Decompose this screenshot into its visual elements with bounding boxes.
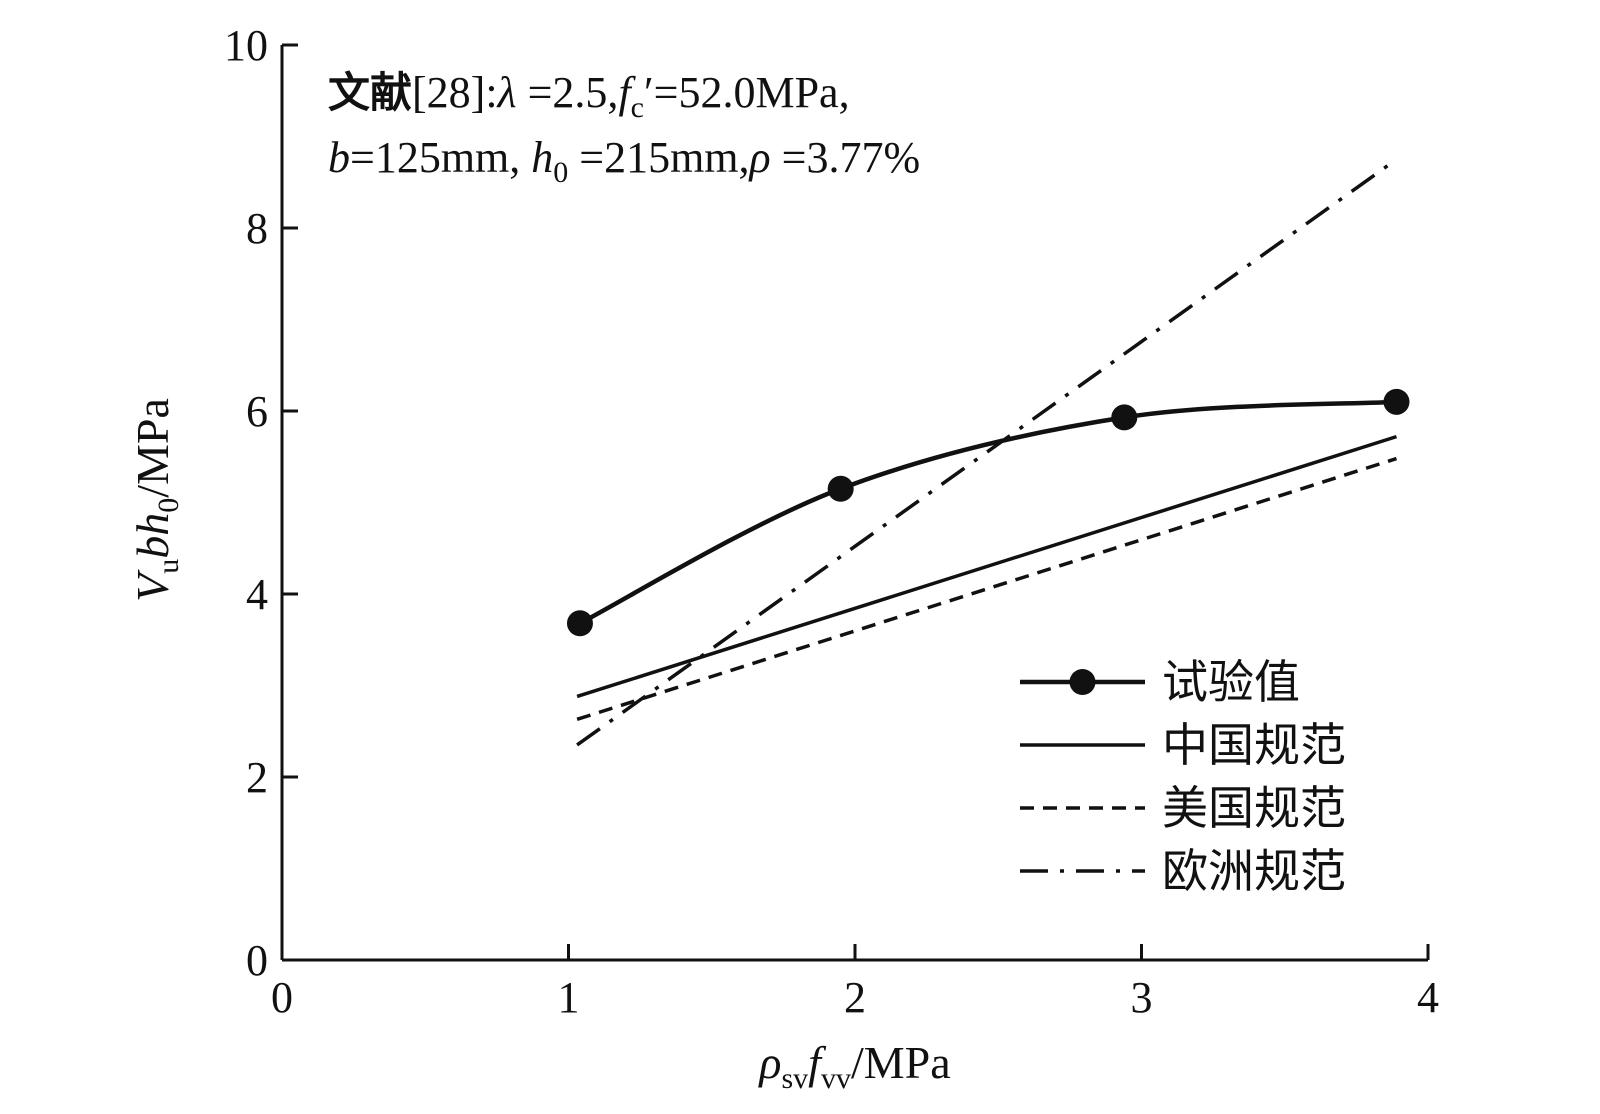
x-axis-title-sub2: vv [821, 1062, 851, 1095]
legend-label-0: 试验值 [1162, 655, 1300, 709]
y-ticks: 0 2 4 6 8 10 [224, 21, 298, 985]
annotation-b-value: =125mm, [350, 133, 531, 182]
annotation-h-value: =215mm, [568, 133, 749, 182]
annotation-ref: [28]: [412, 68, 498, 117]
legend-label-1: 中国规范 [1162, 718, 1346, 772]
legend-marker-0 [1069, 669, 1096, 695]
x-axis-title-main: ρ [757, 1037, 781, 1088]
annotation-f-subscript: c [631, 91, 644, 124]
annotation-line-1: 文献[28]:λ =2.5,fc′=52.0MPa, [328, 68, 850, 124]
y-axis-title: Vubh0/MPa [127, 398, 185, 602]
legend-label-2: 美国规范 [1162, 781, 1346, 835]
x-tick-label: 3 [1131, 973, 1153, 1022]
series-0-point [1111, 404, 1138, 431]
x-tick-label: 1 [558, 973, 580, 1022]
legend-label-3: 欧洲规范 [1162, 844, 1346, 898]
y-tick-label: 10 [224, 21, 268, 70]
x-ticks: 0 1 2 3 4 [271, 944, 1439, 1022]
x-tick-label: 0 [271, 973, 293, 1022]
x-tick-label: 2 [844, 973, 866, 1022]
y-axis-title-unit: /MPa [127, 398, 178, 498]
y-axis-title-sub2: 0 [152, 498, 185, 513]
annotation-f-value: ′=52.0MPa, [644, 68, 850, 117]
series-0-point [566, 610, 593, 637]
y-tick-label: 8 [246, 204, 268, 253]
annotation-h-subscript: 0 [553, 156, 568, 189]
annotation-rho-symbol: ρ [748, 133, 771, 182]
series-layer [566, 157, 1410, 747]
annotation-line-2: b=125mm, h0 =215mm,ρ =3.77% [328, 133, 920, 189]
annotation-b-symbol: b [328, 133, 350, 182]
series-line-2 [576, 456, 1398, 722]
x-axis-title-unit: /MPa [851, 1037, 951, 1088]
series-0-point [827, 475, 854, 502]
annotation-lambda-symbol: λ [496, 68, 517, 117]
x-axis-title: ρsvfvv/MPa [757, 1037, 950, 1095]
x-axis-title-sub1: sv [781, 1062, 808, 1095]
y-tick-label: 2 [246, 753, 268, 802]
x-tick-label: 4 [1417, 973, 1439, 1022]
y-tick-label: 6 [246, 387, 268, 436]
y-axis-title-main: V [127, 569, 178, 602]
annotation-lambda-value: =2.5, [517, 68, 619, 117]
y-axis-title-mid: bh [127, 513, 178, 559]
y-axis-title-sub1: u [152, 559, 185, 574]
series-line-1 [576, 434, 1398, 699]
series-0-point [1383, 388, 1410, 415]
y-tick-label: 4 [246, 570, 268, 619]
series-line-0 [578, 399, 1397, 626]
annotation-cjk: 文献 [328, 68, 412, 117]
y-tick-label: 0 [246, 936, 268, 985]
annotation-rho-value: =3.77% [771, 133, 920, 182]
annotation-h-symbol: h [531, 133, 553, 182]
